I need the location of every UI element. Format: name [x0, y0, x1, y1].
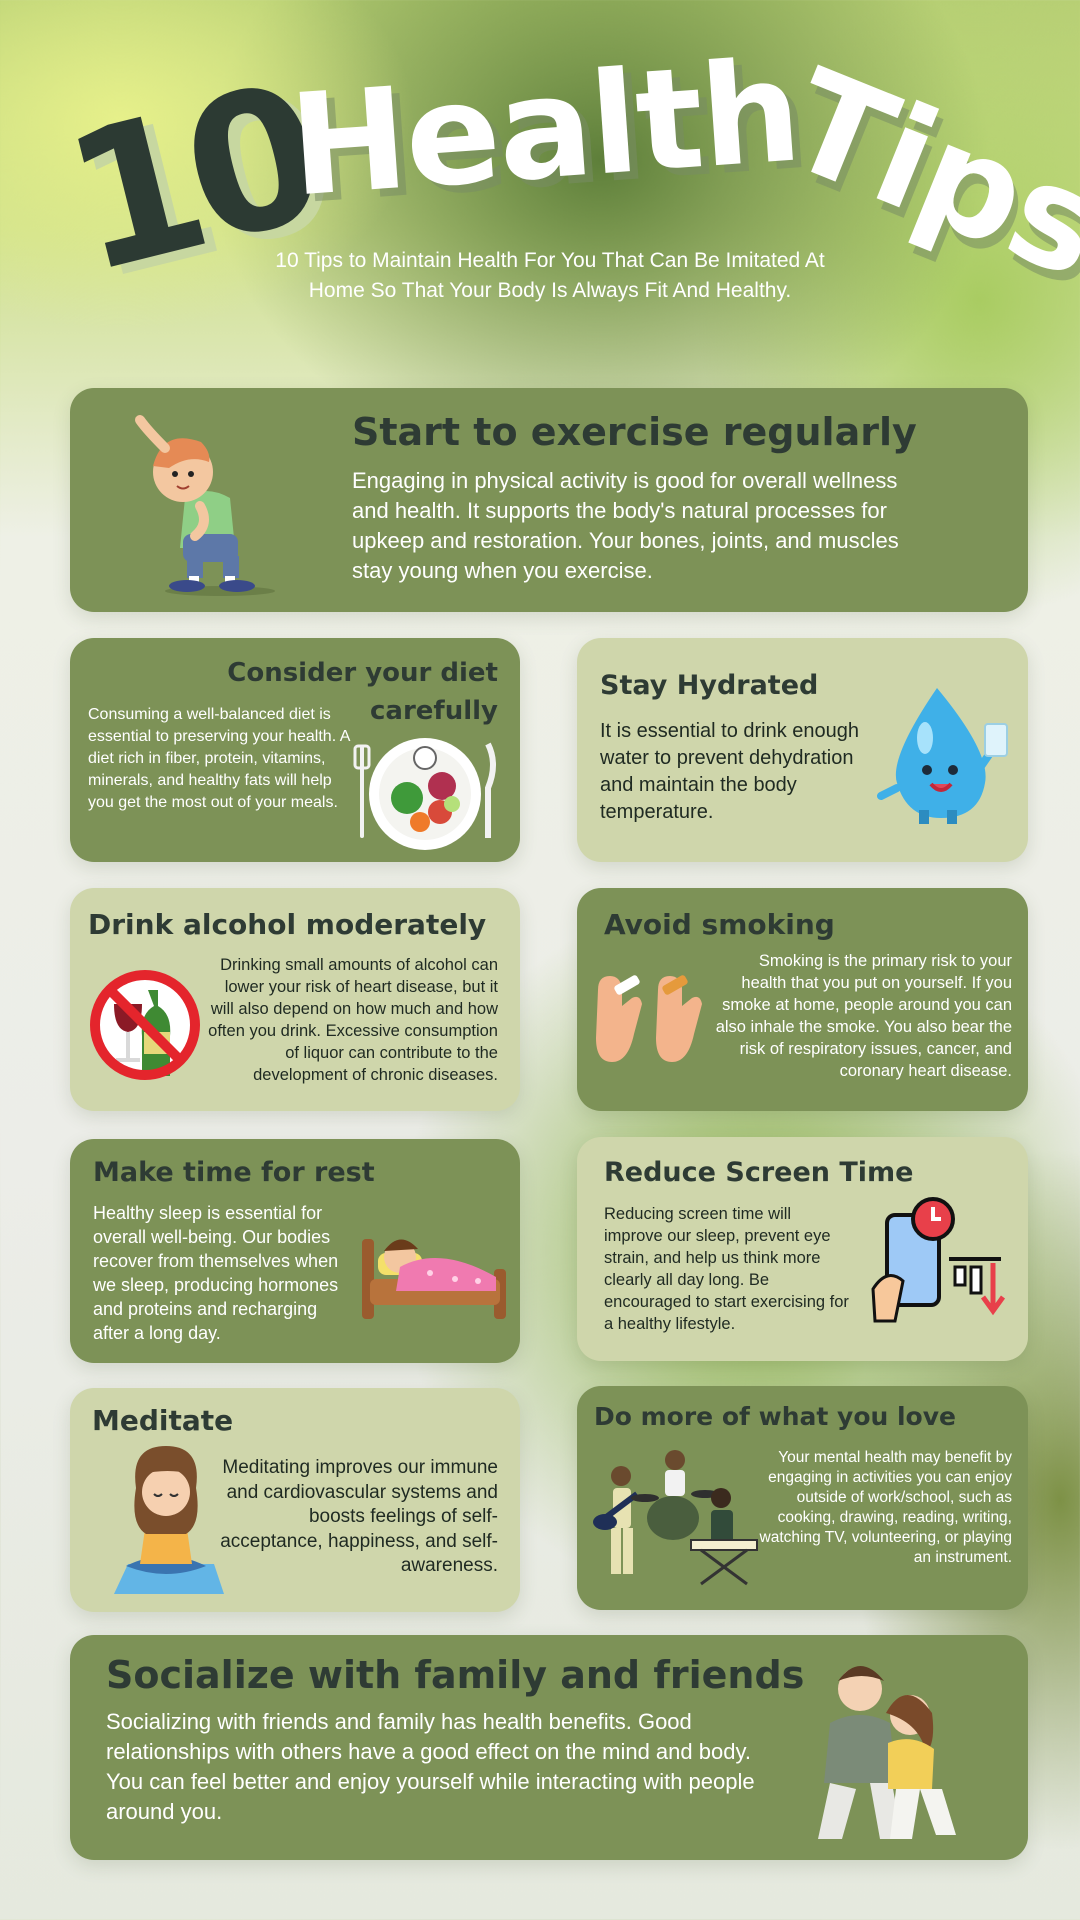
tip-heading: Do more of what you love — [594, 1402, 956, 1431]
tip-card-exercise: Start to exercise regularly Engaging in … — [70, 388, 1028, 612]
subtitle: 10 Tips to Maintain Health For You That … — [275, 249, 825, 302]
tip-card-diet: Consider your diet carefully Consuming a… — [70, 638, 520, 862]
tip-body: Healthy sleep is essential for overall w… — [93, 1203, 339, 1343]
tip-body: Reducing screen time will improve our sl… — [604, 1205, 849, 1333]
diet-plate-icon — [353, 738, 496, 850]
tip-heading: Drink alcohol moderately — [88, 908, 487, 941]
tip-heading: Make time for rest — [93, 1157, 375, 1188]
meditating-girl-icon — [114, 1446, 224, 1594]
tip-heading: Meditate — [92, 1404, 234, 1437]
tip-card-screen-time: Reduce Screen Time Reducing screen time … — [577, 1137, 1028, 1361]
tip-heading: Stay Hydrated — [600, 670, 819, 701]
band-musicians-icon — [593, 1450, 758, 1586]
water-drop-icon — [877, 688, 1008, 824]
tip-body: Meditating improves our immune and cardi… — [220, 1457, 498, 1576]
tip-body: Drinking small amounts of alcohol can lo… — [208, 956, 498, 1084]
tip-body: Smoking is the primary risk to your heal… — [715, 952, 1012, 1080]
tip-body: Socializing with friends and family has … — [106, 1709, 755, 1824]
no-alcohol-icon — [90, 970, 200, 1080]
title-word-health: Health — [284, 30, 805, 229]
tip-body: Engaging in physical activity is good fo… — [352, 468, 899, 583]
tip-card-meditate: Meditate Meditating improves our immune … — [70, 1388, 520, 1612]
broken-cigarette-icon — [596, 975, 702, 1062]
phone-clock-icon — [871, 1197, 1006, 1323]
tip-card-smoking: Avoid smoking Smoking is the primary ris… — [577, 888, 1028, 1111]
tip-heading: Socialize with family and friends — [106, 1653, 805, 1697]
tip-card-alcohol: Drink alcohol moderately Drinking small … — [70, 888, 520, 1111]
tip-body: Consuming a well-balanced diet is essent… — [88, 706, 350, 811]
tip-heading: Avoid smoking — [604, 908, 835, 941]
tip-card-rest: Make time for rest Healthy sleep is esse… — [70, 1139, 520, 1363]
tip-body: Your mental health may benefit by engagi… — [759, 1449, 1012, 1566]
couple-friends-icon — [818, 1666, 956, 1839]
tip-heading: Start to exercise regularly — [352, 410, 917, 454]
exercising-boy-icon — [135, 415, 275, 596]
tip-card-hobbies: Do more of what you love Your mental hea… — [577, 1386, 1028, 1610]
title-area: 10 Health Tips 10 Tips to Maintain Healt… — [0, 0, 1080, 360]
tip-heading: Reduce Screen Time — [604, 1157, 914, 1188]
tip-card-socialize: Socialize with family and friends Social… — [70, 1635, 1028, 1860]
tip-heading: Consider your diet carefully — [227, 658, 498, 726]
tip-body: It is essential to drink enough water to… — [600, 720, 860, 823]
sleeping-child-icon — [362, 1239, 506, 1319]
tip-card-hydration: Stay Hydrated It is essential to drink e… — [577, 638, 1028, 862]
